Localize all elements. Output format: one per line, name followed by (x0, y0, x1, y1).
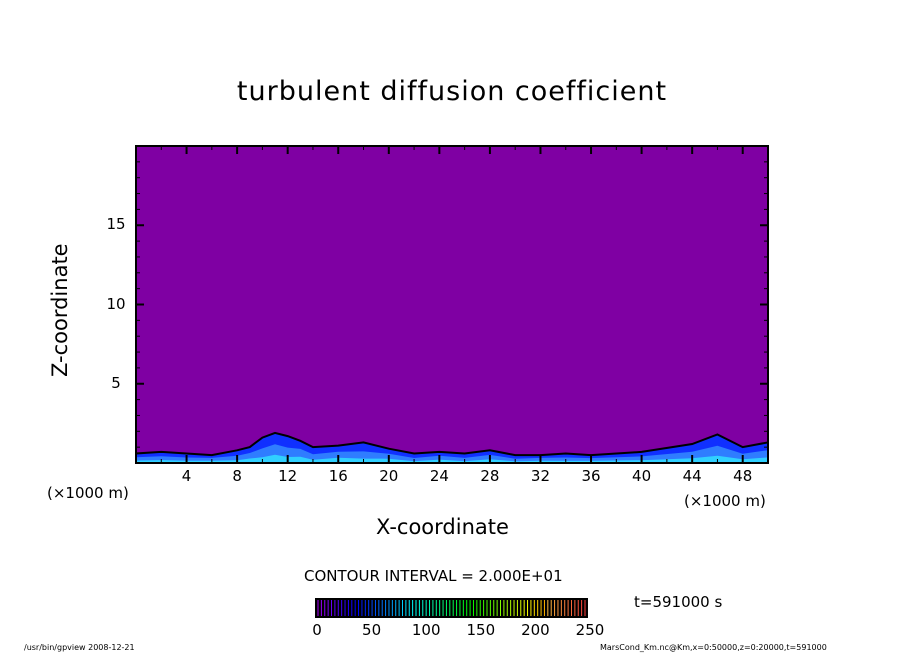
x-tick-label: 28 (480, 467, 500, 485)
x-tick-label: 32 (530, 467, 551, 485)
colorbar-tick-label: 50 (362, 621, 382, 639)
x-tick-label: 8 (232, 467, 242, 485)
y-tick-label: 10 (106, 294, 126, 313)
colorbar-tick-label: 100 (411, 621, 441, 639)
chart-title: turbulent diffusion coefficient (236, 76, 668, 107)
colorbar-tick-label: 0 (312, 621, 322, 639)
colorbar-tick-label: 250 (575, 621, 605, 639)
x-tick-label: 20 (379, 467, 399, 485)
x-tick-label: 16 (328, 467, 348, 485)
x-tick-label: 40 (632, 467, 652, 485)
x-tick-label: 44 (682, 467, 702, 485)
field-background (136, 146, 768, 463)
x-tick-label: 36 (581, 467, 601, 485)
surface-layer-band (136, 454, 768, 463)
x-tick-label: 4 (181, 467, 192, 485)
x-tick-label: 24 (429, 467, 449, 485)
time-label: t=591000 s (634, 593, 723, 611)
x-tick-label: 12 (278, 467, 298, 485)
colorbar-tick-label: 150 (466, 621, 496, 639)
footer-right: MarsCond_Km.nc@Km,x=0:50000,z=0:20000,t=… (600, 643, 827, 652)
x-axis-label: X-coordinate (376, 515, 509, 539)
contour-interval: CONTOUR INTERVAL = 2.000E+01 (304, 567, 563, 585)
colorbar-tick-label: 200 (521, 621, 550, 639)
y-tick-label: 5 (111, 373, 121, 392)
x-tick-label: 48 (733, 467, 753, 485)
colorbar (315, 598, 588, 618)
footer-left: /usr/bin/gpview 2008-12-21 (24, 643, 135, 652)
x-unit-right: (×1000 m) (684, 492, 766, 510)
y-tick-label: 15 (106, 215, 126, 234)
x-unit-left: (×1000 m) (47, 484, 129, 502)
